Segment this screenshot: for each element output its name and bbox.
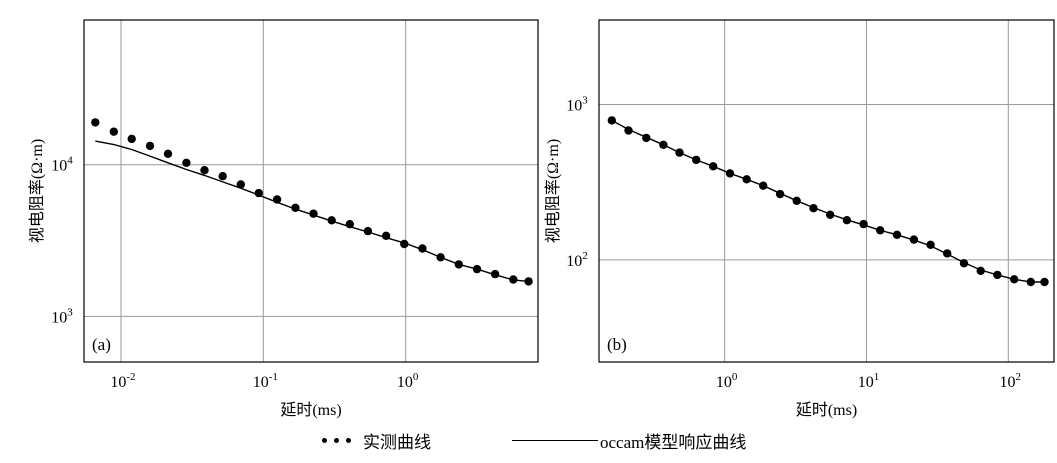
data-point-measured [490, 269, 500, 279]
data-point-measured [200, 166, 209, 175]
legend: 实测曲线 occam模型响应曲线 [0, 428, 1057, 458]
x-tick-label: 102 [1000, 371, 1022, 391]
data-point-measured [345, 220, 354, 229]
panel-label: (b) [607, 335, 627, 354]
data-point-measured [381, 231, 391, 240]
panel-b: 100 101 102 102 103 延时(ms) 视电阻率(Ω·m) (b) [544, 19, 1055, 419]
y-axis-label: 视电阻率(Ω·m) [28, 139, 46, 243]
y-axis-label: 视电阻率(Ω·m) [544, 139, 562, 243]
data-point-measured [218, 172, 227, 181]
data-point-measured [472, 264, 482, 274]
x-axis-label: 延时(ms) [796, 401, 857, 419]
data-point-measured [272, 195, 282, 204]
x-tick-label: 100 [397, 371, 419, 391]
data-point-measured [624, 126, 633, 135]
data-point-measured [675, 148, 684, 157]
data-point-measured [976, 266, 985, 275]
data-point-measured [876, 226, 885, 235]
data-point-measured [742, 175, 751, 184]
data-point-measured [725, 169, 735, 178]
data-point-measured [109, 127, 119, 136]
data-point-measured [993, 270, 1002, 280]
panel-label: (a) [92, 335, 111, 354]
y-tick-label: 103 [566, 95, 588, 115]
data-point-measured [775, 189, 785, 199]
plot-frame [598, 19, 1055, 363]
data-point-measured [607, 116, 616, 125]
data-point-measured [163, 149, 173, 158]
data-point-measured [254, 188, 263, 198]
data-point-measured [236, 180, 245, 189]
data-point-measured [926, 240, 935, 249]
x-tick-label: 101 [858, 371, 880, 391]
data-point-measured [509, 275, 518, 284]
data-point-measured [1026, 277, 1036, 287]
data-point-measured [182, 158, 191, 167]
data-point-measured [809, 204, 818, 213]
data-point-measured [327, 216, 336, 225]
y-tick-label: 102 [566, 250, 588, 270]
data-point-measured [892, 230, 902, 239]
data-point-measured [859, 219, 868, 229]
data-point-measured [524, 277, 533, 286]
data-point-measured [659, 140, 668, 149]
data-point-measured [454, 260, 463, 269]
series-line-model [611, 119, 1045, 283]
legend-item-measured: 实测曲线 [322, 428, 431, 453]
x-axis-label: 延时(ms) [280, 401, 341, 419]
data-point-measured [826, 210, 835, 219]
data-point-measured [943, 249, 952, 258]
data-point-measured [709, 162, 718, 171]
data-point-measured [436, 253, 445, 262]
legend-label-measured: 实测曲线 [363, 433, 431, 452]
x-tick-label: 10-2 [110, 371, 135, 391]
data-point-measured [145, 141, 155, 151]
data-point-measured [127, 134, 136, 144]
x-tick-label: 10-1 [253, 371, 278, 391]
data-point-measured [1040, 277, 1049, 287]
x-tick-label: 100 [716, 371, 738, 391]
data-point-measured [91, 118, 100, 127]
legend-label-model: occam模型响应曲线 [600, 433, 747, 452]
data-point-measured [792, 196, 801, 205]
legend-line-marker [512, 440, 598, 441]
data-point-measured [909, 235, 919, 244]
legend-dots-marker [322, 438, 351, 443]
data-point-measured [1010, 275, 1019, 284]
data-point-measured [759, 181, 768, 190]
panel-a: 10-2 10-1 100 103 104 延时(ms) 视电阻率(Ω·m) (a) [28, 19, 539, 419]
data-point-measured [400, 239, 409, 249]
plot-frame [83, 19, 539, 363]
data-point-measured [959, 259, 969, 268]
data-point-measured [692, 155, 701, 165]
data-point-measured [309, 209, 318, 218]
data-point-measured [418, 244, 427, 253]
y-tick-label: 103 [51, 306, 73, 326]
data-point-measured [363, 226, 373, 236]
data-point-measured [642, 133, 651, 143]
data-point-measured [291, 203, 300, 212]
legend-item-model: occam模型响应曲线 [512, 428, 746, 453]
data-point-measured [842, 216, 852, 225]
y-tick-label: 104 [51, 155, 73, 175]
